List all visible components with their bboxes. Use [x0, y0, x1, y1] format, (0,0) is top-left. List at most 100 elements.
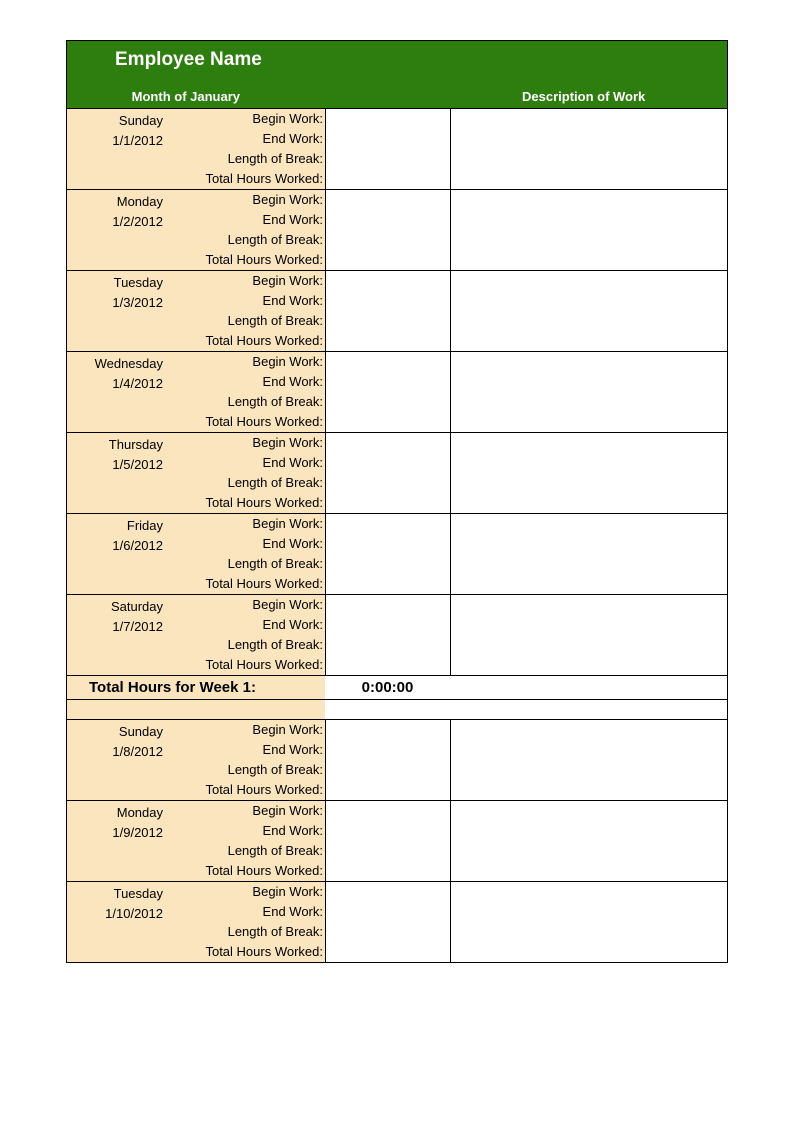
row-label-break: Length of Break: [169, 473, 323, 493]
day-name: Friday [67, 516, 163, 536]
day-left: Friday1/6/2012Begin Work:End Work:Length… [67, 514, 325, 594]
row-label-end: End Work: [169, 902, 323, 922]
row-label-begin: Begin Work: [169, 720, 323, 740]
header-description-label: Description of Work [450, 89, 727, 104]
day-name-col: Friday1/6/2012 [67, 514, 169, 594]
day-block: Sunday1/8/2012Begin Work:End Work:Length… [67, 719, 727, 800]
row-label-break: Length of Break: [169, 841, 323, 861]
day-left: Saturday1/7/2012Begin Work:End Work:Leng… [67, 595, 325, 675]
hours-cell[interactable] [325, 190, 450, 270]
day-name-col: Sunday1/8/2012 [67, 720, 169, 800]
description-cell[interactable] [450, 352, 727, 432]
page-title: Employee Name [115, 49, 262, 70]
description-cell[interactable] [450, 595, 727, 675]
day-labels: Begin Work:End Work:Length of Break:Tota… [169, 190, 325, 270]
row-label-end: End Work: [169, 291, 323, 311]
hours-cell[interactable] [325, 514, 450, 594]
description-cell[interactable] [450, 882, 727, 962]
header-hours-col [325, 89, 450, 104]
week-spacer [67, 699, 727, 719]
day-name: Saturday [67, 597, 163, 617]
day-name-col: Wednesday1/4/2012 [67, 352, 169, 432]
day-date: 1/5/2012 [67, 455, 163, 475]
day-block: Thursday1/5/2012Begin Work:End Work:Leng… [67, 432, 727, 513]
day-left: Sunday1/8/2012Begin Work:End Work:Length… [67, 720, 325, 800]
day-left: Tuesday1/10/2012Begin Work:End Work:Leng… [67, 882, 325, 962]
row-label-total: Total Hours Worked: [169, 655, 323, 675]
day-left: Thursday1/5/2012Begin Work:End Work:Leng… [67, 433, 325, 513]
row-label-break: Length of Break: [169, 635, 323, 655]
day-labels: Begin Work:End Work:Length of Break:Tota… [169, 271, 325, 351]
day-labels: Begin Work:End Work:Length of Break:Tota… [169, 352, 325, 432]
day-name-col: Tuesday1/3/2012 [67, 271, 169, 351]
row-label-break: Length of Break: [169, 554, 323, 574]
day-name-col: Tuesday1/10/2012 [67, 882, 169, 962]
day-name-col: Thursday1/5/2012 [67, 433, 169, 513]
day-name-col: Sunday1/1/2012 [67, 109, 169, 189]
row-label-begin: Begin Work: [169, 514, 323, 534]
row-label-begin: Begin Work: [169, 190, 323, 210]
day-name: Tuesday [67, 273, 163, 293]
row-label-begin: Begin Work: [169, 595, 323, 615]
hours-cell[interactable] [325, 801, 450, 881]
day-labels: Begin Work:End Work:Length of Break:Tota… [169, 433, 325, 513]
day-block: Monday1/9/2012Begin Work:End Work:Length… [67, 800, 727, 881]
day-labels: Begin Work:End Work:Length of Break:Tota… [169, 882, 325, 962]
description-cell[interactable] [450, 271, 727, 351]
day-name: Monday [67, 192, 163, 212]
row-label-begin: Begin Work: [169, 109, 323, 129]
row-label-break: Length of Break: [169, 922, 323, 942]
row-label-total: Total Hours Worked: [169, 574, 323, 594]
day-name: Sunday [67, 111, 163, 131]
day-labels: Begin Work:End Work:Length of Break:Tota… [169, 109, 325, 189]
day-block: Wednesday1/4/2012Begin Work:End Work:Len… [67, 351, 727, 432]
timesheet: Employee Name Month of January Descripti… [66, 40, 728, 963]
header-month-label: Month of January [67, 89, 325, 104]
day-labels: Begin Work:End Work:Length of Break:Tota… [169, 801, 325, 881]
row-label-end: End Work: [169, 210, 323, 230]
day-date: 1/1/2012 [67, 131, 163, 151]
description-cell[interactable] [450, 109, 727, 189]
day-labels: Begin Work:End Work:Length of Break:Tota… [169, 720, 325, 800]
row-label-total: Total Hours Worked: [169, 780, 323, 800]
row-label-total: Total Hours Worked: [169, 250, 323, 270]
row-label-break: Length of Break: [169, 392, 323, 412]
day-block: Friday1/6/2012Begin Work:End Work:Length… [67, 513, 727, 594]
hours-cell[interactable] [325, 720, 450, 800]
row-label-break: Length of Break: [169, 149, 323, 169]
hours-cell[interactable] [325, 271, 450, 351]
day-labels: Begin Work:End Work:Length of Break:Tota… [169, 514, 325, 594]
hours-cell[interactable] [325, 433, 450, 513]
day-block: Tuesday1/3/2012Begin Work:End Work:Lengt… [67, 270, 727, 351]
row-label-end: End Work: [169, 615, 323, 635]
day-name: Monday [67, 803, 163, 823]
row-label-break: Length of Break: [169, 230, 323, 250]
day-name-col: Monday1/9/2012 [67, 801, 169, 881]
day-date: 1/2/2012 [67, 212, 163, 232]
row-label-total: Total Hours Worked: [169, 331, 323, 351]
day-name: Thursday [67, 435, 163, 455]
description-cell[interactable] [450, 190, 727, 270]
day-name-col: Monday1/2/2012 [67, 190, 169, 270]
hours-cell[interactable] [325, 595, 450, 675]
description-cell[interactable] [450, 514, 727, 594]
day-date: 1/6/2012 [67, 536, 163, 556]
row-label-begin: Begin Work: [169, 801, 323, 821]
row-label-total: Total Hours Worked: [169, 169, 323, 189]
row-label-end: End Work: [169, 740, 323, 760]
hours-cell[interactable] [325, 109, 450, 189]
row-label-total: Total Hours Worked: [169, 942, 323, 962]
hours-cell[interactable] [325, 352, 450, 432]
description-cell[interactable] [450, 433, 727, 513]
day-left: Monday1/2/2012Begin Work:End Work:Length… [67, 190, 325, 270]
row-label-total: Total Hours Worked: [169, 861, 323, 881]
hours-cell[interactable] [325, 882, 450, 962]
day-name-col: Saturday1/7/2012 [67, 595, 169, 675]
description-cell[interactable] [450, 720, 727, 800]
day-left: Wednesday1/4/2012Begin Work:End Work:Len… [67, 352, 325, 432]
day-date: 1/10/2012 [67, 904, 163, 924]
day-date: 1/4/2012 [67, 374, 163, 394]
row-label-begin: Begin Work: [169, 882, 323, 902]
description-cell[interactable] [450, 801, 727, 881]
day-labels: Begin Work:End Work:Length of Break:Tota… [169, 595, 325, 675]
